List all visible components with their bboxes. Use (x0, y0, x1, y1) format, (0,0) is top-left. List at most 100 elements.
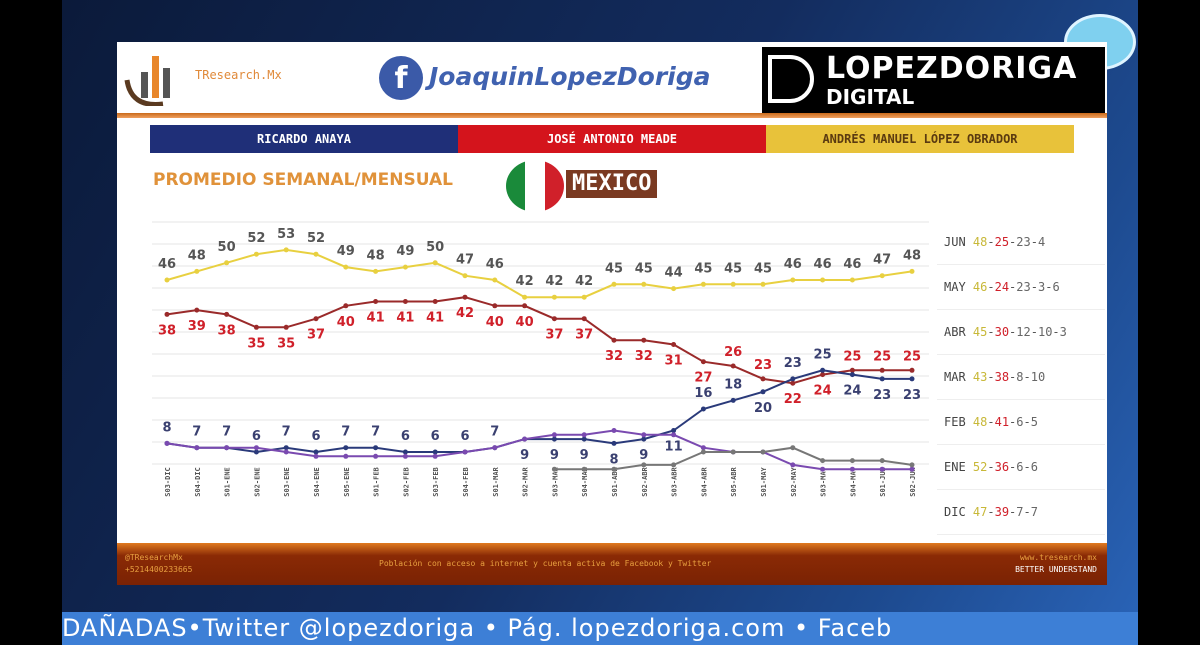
month-value: 7 (1030, 505, 1038, 519)
month-label: MAY (944, 280, 973, 294)
data-point (313, 453, 319, 459)
data-label: 23 (903, 388, 921, 403)
data-label: 46 (486, 257, 504, 272)
data-point (909, 376, 915, 382)
x-tick-label: S04-MAY (849, 466, 857, 496)
separator: - (1030, 280, 1038, 294)
data-point (313, 449, 319, 455)
data-point (581, 466, 587, 472)
data-label: 7 (192, 425, 201, 440)
separator: - (1023, 370, 1031, 384)
data-label: 45 (635, 261, 653, 276)
chart-title: PROMEDIO SEMANAL/MENSUAL (153, 170, 453, 190)
data-point (164, 277, 170, 283)
data-label: 8 (609, 452, 618, 467)
data-point (283, 324, 289, 330)
data-point (611, 466, 617, 472)
month-value: 10 (1030, 370, 1046, 384)
data-point (820, 372, 826, 378)
month-value: 6 (1052, 280, 1060, 294)
month-value: 6 (1030, 460, 1038, 474)
data-point (343, 445, 349, 451)
data-label: 42 (575, 274, 593, 289)
data-label: 42 (516, 274, 534, 289)
month-value: 10 (1037, 325, 1053, 339)
separator: - (1009, 415, 1017, 429)
data-point (700, 449, 706, 455)
x-tick-label: S02-MAR (522, 466, 530, 496)
data-label: 35 (277, 336, 295, 351)
data-point (432, 449, 438, 455)
month-value: 24 (994, 280, 1010, 294)
data-label: 6 (401, 429, 410, 444)
month-value: 23 (1016, 280, 1031, 294)
data-label: 52 (247, 231, 265, 246)
data-label: 26 (724, 345, 742, 360)
data-point (343, 453, 349, 459)
candidate-legend: RICARDO ANAYA JOSÉ ANTONIO MEADE ANDRÉS … (150, 125, 1074, 153)
data-point (820, 367, 826, 373)
x-tick-label: S04-DIC (194, 467, 202, 497)
data-point (253, 445, 259, 451)
month-row: JUN 48-25-23-4 (937, 220, 1105, 265)
monthly-summary: JUN 48-25-23-4 MAY 46-24-23-3-6 ABR 45-30-… (937, 220, 1105, 535)
data-label: 25 (843, 349, 861, 364)
data-label: 7 (222, 425, 231, 440)
month-value: 45 (972, 325, 988, 339)
data-label: 42 (545, 274, 563, 289)
facebook-icon: f (379, 56, 423, 100)
data-point (849, 466, 855, 472)
poll-panel: TResearch.Mx f JoaquinLopezDoriga LOPEZD… (117, 42, 1107, 585)
x-tick-label: S04-ENE (313, 467, 321, 497)
footer: @TResearchMx +5214400233665 Población co… (117, 543, 1107, 585)
data-point (343, 264, 349, 270)
data-point (194, 307, 200, 313)
separator: - (1009, 325, 1017, 339)
data-point (313, 316, 319, 322)
data-label: 6 (311, 429, 320, 444)
data-point (551, 466, 557, 472)
data-point (551, 316, 557, 322)
data-point (700, 445, 706, 451)
data-point (760, 389, 766, 395)
separator: - (987, 505, 995, 519)
month-value: 47 (972, 505, 988, 519)
data-label: 37 (307, 328, 325, 343)
x-tick-label: S01-ABR (611, 466, 619, 496)
data-label: 7 (341, 425, 350, 440)
data-label: 8 (162, 420, 171, 435)
data-label: 45 (605, 261, 623, 276)
data-point (700, 281, 706, 287)
data-point (313, 251, 319, 257)
legend-anaya: RICARDO ANAYA (150, 125, 458, 153)
month-value: 38 (994, 370, 1010, 384)
data-label: 48 (188, 248, 206, 263)
ld-mark-icon (768, 55, 814, 103)
x-tick-label: S03-ABR (671, 466, 679, 496)
footer-right1: www.tresearch.mx (1019, 553, 1097, 562)
data-point (641, 281, 647, 287)
x-tick-label: S05-ABR (730, 466, 738, 496)
data-point (879, 273, 885, 279)
series-line (166, 429, 912, 471)
data-label: 42 (456, 306, 474, 321)
footer-left2: +5214400233665 (125, 565, 193, 574)
x-tick-label: S05-ENE (343, 467, 351, 497)
x-tick-label: S03-ENE (283, 467, 291, 497)
data-label: 49 (337, 244, 355, 259)
month-row: ABR 45-30-12-10-3 (937, 310, 1105, 355)
data-point (790, 376, 796, 382)
x-tick-label: S04-MAR (581, 466, 589, 496)
month-value: 52 (972, 460, 988, 474)
separator: - (987, 280, 995, 294)
lopezdoriga-digital-logo: LOPEZDORIGA DIGITAL (762, 47, 1105, 113)
data-point (790, 277, 796, 283)
x-tick-label: S01-FEB (373, 467, 381, 497)
data-label: 53 (277, 227, 295, 242)
data-label: 9 (639, 448, 648, 463)
data-point (432, 299, 438, 304)
data-point (611, 428, 617, 433)
data-label: 32 (635, 349, 653, 364)
data-point (551, 432, 557, 438)
data-label: 9 (550, 448, 559, 463)
